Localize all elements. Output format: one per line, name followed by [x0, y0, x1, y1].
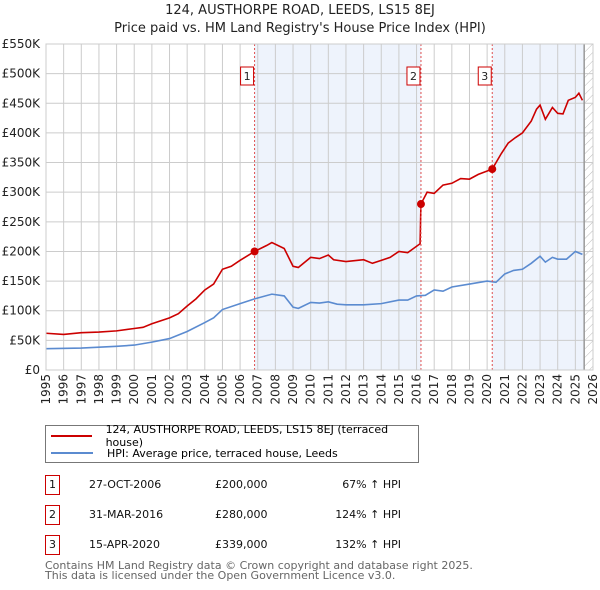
- y-tick-label: £100K: [2, 304, 42, 318]
- shaded-region: [254, 44, 421, 370]
- sale-date: 15-APR-2020: [89, 538, 161, 551]
- x-tick-label: 2016: [410, 374, 424, 405]
- y-tick-label: £150K: [2, 274, 42, 288]
- y-tick-label: £400K: [2, 126, 42, 140]
- x-tick-label: 2003: [180, 374, 194, 405]
- sale-date: 31-MAR-2016: [89, 508, 164, 521]
- x-tick-label: 1996: [57, 374, 71, 405]
- y-tick-label: £500K: [2, 67, 42, 81]
- x-tick-label: 2004: [198, 374, 212, 405]
- legend-label: 124, AUSTHORPE ROAD, LEEDS, LS15 8EJ (te…: [105, 423, 389, 449]
- x-tick-label: 2002: [163, 374, 177, 405]
- sale-label: 2: [410, 70, 417, 83]
- x-tick-label: 1999: [110, 374, 124, 405]
- x-tick-label: 2018: [445, 374, 459, 405]
- x-tick-label: 2000: [127, 374, 141, 405]
- legend-swatch-blue: [51, 452, 93, 454]
- forecast-hatch: [584, 44, 593, 370]
- sale-point: [250, 247, 259, 256]
- x-tick-label: 2005: [215, 374, 229, 405]
- x-tick-label: 2026: [586, 374, 600, 405]
- x-tick-label: 2022: [515, 374, 529, 405]
- sale-price: £200,000: [215, 478, 268, 491]
- y-tick-label: £350K: [2, 156, 42, 170]
- x-tick-label: 2017: [427, 374, 441, 405]
- sale-label-box: [240, 66, 255, 86]
- sale-price: £339,000: [215, 538, 268, 551]
- series-line: [45, 250, 583, 350]
- x-tick-label: 2001: [145, 374, 159, 405]
- x-tick-label: 1998: [92, 374, 106, 405]
- x-tick-label: 2019: [462, 374, 476, 405]
- y-tick-label: £0: [25, 363, 40, 377]
- x-tick-label: 2010: [304, 374, 318, 405]
- sale-badge: 2: [45, 505, 60, 525]
- y-tick-label: £450K: [2, 96, 42, 110]
- y-tick-label: £250K: [2, 215, 42, 229]
- legend-swatch-red: [51, 435, 92, 437]
- x-tick-label: 2008: [268, 374, 282, 405]
- shaded-region: [492, 44, 585, 370]
- legend: 124, AUSTHORPE ROAD, LEEDS, LS15 8EJ (te…: [45, 423, 419, 463]
- series-line: [45, 91, 584, 336]
- x-tick-label: 2015: [392, 374, 406, 405]
- chart-subtitle: Price paid vs. HM Land Registry's House …: [114, 21, 486, 36]
- y-tick-label: £50K: [9, 333, 41, 347]
- legend-item-hpi: HPI: Average price, terraced house, Leed…: [51, 445, 338, 461]
- footer-copyright: Contains HM Land Registry data © Crown c…: [45, 559, 473, 572]
- legend-label: HPI: Average price, terraced house, Leed…: [107, 446, 338, 460]
- x-tick-label: 1995: [39, 374, 53, 405]
- x-tick-label: 2009: [286, 374, 300, 405]
- x-tick-label: 2021: [498, 374, 512, 405]
- sale-hpi-change: 132% ↑ HPI: [335, 538, 401, 551]
- sale-hpi-change: 124% ↑ HPI: [335, 508, 401, 521]
- footer-licence: This data is licensed under the Open Gov…: [45, 569, 396, 582]
- sale-badge: 3: [45, 535, 60, 555]
- sale-label: 3: [481, 70, 488, 83]
- plot-border: [45, 43, 594, 371]
- sale-date: 27-OCT-2006: [89, 478, 162, 491]
- sale-label-box: [406, 66, 421, 86]
- y-tick-label: £200K: [2, 244, 42, 258]
- x-tick-label: 2012: [339, 374, 353, 405]
- x-tick-label: 2025: [568, 374, 582, 405]
- chart-title: 124, AUSTHORPE ROAD, LEEDS, LS15 8EJ: [165, 3, 435, 18]
- x-tick-label: 2024: [551, 374, 565, 405]
- x-tick-label: 1997: [74, 374, 88, 405]
- x-tick-label: 2006: [233, 374, 247, 405]
- x-tick-label: 2020: [480, 374, 494, 405]
- x-tick-label: 2011: [321, 374, 335, 405]
- sale-price: £280,000: [215, 508, 268, 521]
- sale-badge: 1: [45, 475, 60, 495]
- y-tick-label: £550K: [2, 37, 42, 51]
- x-tick-label: 2013: [357, 374, 371, 405]
- sale-point: [416, 200, 425, 209]
- sale-label: 1: [244, 70, 251, 83]
- price-chart: 1995 1996 1997 1998 1999 2000 2001 2002 2003 2004…: [2, 37, 600, 405]
- y-tick-label: £300K: [2, 185, 42, 199]
- legend-item-price: 124, AUSTHORPE ROAD, LEEDS, LS15 8EJ (te…: [51, 423, 418, 449]
- x-tick-label: 2023: [533, 374, 547, 405]
- sale-hpi-change: 67% ↑ HPI: [342, 478, 401, 491]
- x-tick-label: 2014: [374, 374, 388, 405]
- x-tick-label: 2007: [251, 374, 265, 405]
- sale-label-box: [477, 66, 492, 86]
- sale-point: [488, 165, 497, 174]
